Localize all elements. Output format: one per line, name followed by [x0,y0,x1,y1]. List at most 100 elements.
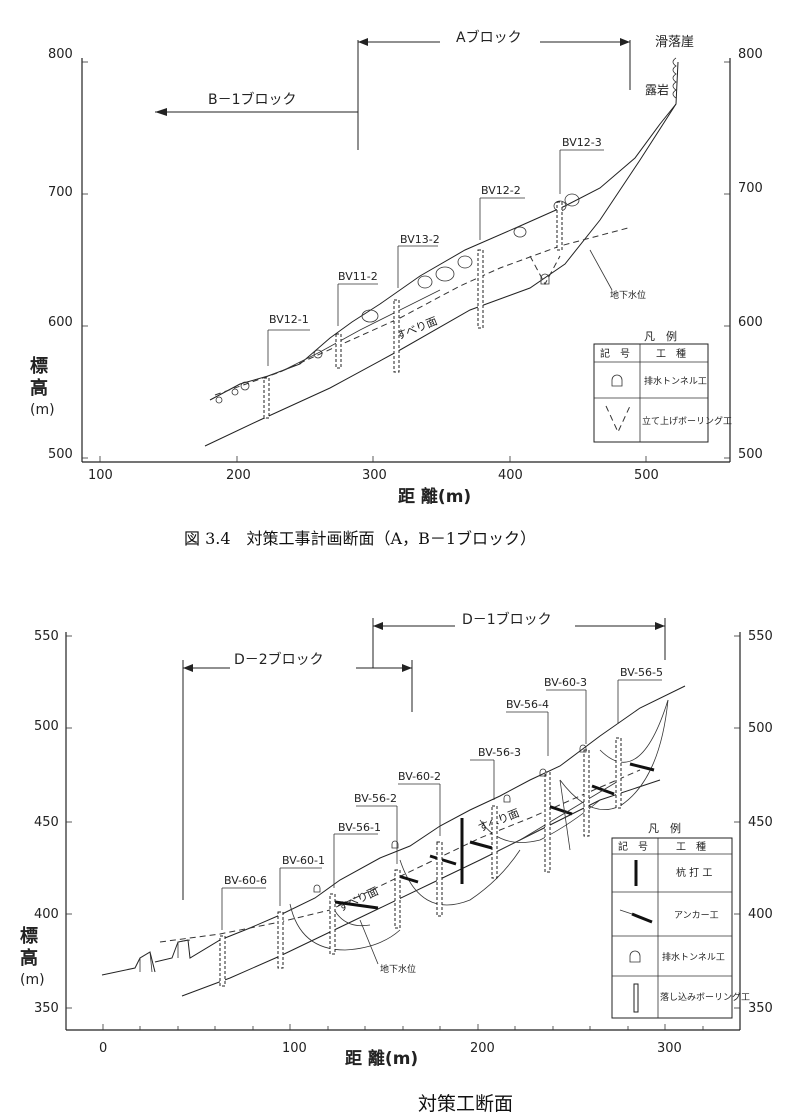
fig1-bh-label-bv12-1: BV12-1 [269,313,309,326]
fig2-ytick-right-450: 450 [748,815,773,830]
fig2-legend-col2: 工 種 [676,840,706,853]
fig2-legend-drain-icon [633,983,639,1013]
fig2-ytick-550: 550 [34,629,59,644]
fig1-borehole-bv13-2: BV13-2 [393,233,440,373]
fig2-borehole-bv-56-2: BV-56-2 [354,792,401,929]
fig2-borehole-bv-60-6: BV-60-6 [219,874,267,987]
fig2-slip-arc-4 [559,699,669,810]
fig2-legend-title: 凡 例 [648,821,681,835]
fig2-legend-row-2: アンカー工 [674,910,719,921]
fig2-ytick-right-550: 550 [748,629,773,644]
fig2-legend: 凡 例 記 号 工 種 杭 打 工 アンカー工 排水トンネル工 落し込みボーリン… [611,821,750,1019]
fig2-bh-label-bv-56-4: BV-56-4 [506,698,549,711]
fig1-ytick-right-600: 600 [738,315,763,330]
fig2-slip-arc-1 [289,903,401,951]
fig2-bh-label-bv-56-1: BV-56-1 [338,821,381,834]
fig1-rock-label: 露岩 [645,82,669,97]
fig1-borehole-bv12-1: BV12-1 [263,313,310,419]
fig2-xtick-200: 200 [470,1041,495,1056]
fig2-legend-row-1: 杭 打 工 [676,866,712,879]
fig1-legend-col1: 記 号 [600,347,630,360]
fig2-bh-label-bv-60-1: BV-60-1 [282,854,325,867]
fig2-borehole-bv-56-5: BV-56-5 [615,666,663,809]
fig1-xtick-100: 100 [88,468,113,483]
fig1-block-b1-label: B－1ブロック [208,91,297,108]
fig1-gw-label: 地下水位 [610,289,646,301]
fig1-legend-title: 凡 例 [644,329,677,343]
fig1-cliff-face [672,57,677,99]
fig2-legend-row-3: 排水トンネル工 [662,951,725,963]
fig2-bh-label-bv-56-2: BV-56-2 [354,792,397,805]
fig2-xlabel: 距 離(m) [345,1048,418,1069]
fig2-x-minor-ticks [102,1024,704,1030]
fig2-xtick-0: 0 [99,1041,107,1056]
fig1-slip-label: すべり面 [394,315,439,343]
fig1-bh-label-bv12-3: BV12-3 [562,136,602,149]
fig2-base-line [181,779,661,997]
fig2-borehole-bv-56-3: BV-56-3 [470,746,521,879]
fig2-xtick-300: 300 [657,1041,682,1056]
fig2-slip-label-1: すべり面 [336,885,381,915]
fig1-boulders [215,193,580,404]
fig1-cliff-label: 滑落崖 [655,35,694,50]
fig2-tunnel-symbols [313,744,587,893]
fig2-gw-label: 地下水位 [380,963,416,975]
figure-2: 550 500 450 400 350 550 500 450 400 350 … [20,610,773,1115]
fig1-xlabel: 距 離(m) [398,486,471,507]
fig2-slip-label-2: すべり面 [476,807,521,835]
fig1-caption: 図 3.4 対策工事計画断面（A，B－1ブロック） [184,529,536,548]
fig2-block-d2-label: D－2ブロック [234,651,324,668]
fig2-bh-label-bv-60-3: BV-60-3 [544,676,587,689]
fig2-legend-anchor-icon [631,912,653,924]
fig2-slip-arc-2 [399,849,521,906]
fig2-ylabel-1: 標 [20,925,38,947]
fig1-legend-tunnel-icon [611,374,623,387]
fig2-terraces [139,939,191,973]
fig1-borehole-bv11-2: BV11-2 [335,270,378,369]
fig1-legend-row-2: 立て上げボーリング工 [642,415,732,427]
fig2-ytick-right-500: 500 [748,721,773,736]
fig1-bh-label-bv13-2: BV13-2 [400,233,440,246]
fig2-bh-label-bv-56-3: BV-56-3 [478,746,521,759]
fig2-borehole-bv-56-4: BV-56-4 [506,698,551,873]
fig2-ground-surface [101,685,686,976]
fig1-ytick-700: 700 [48,185,73,200]
fig1-xtick-400: 400 [498,468,523,483]
fig1-legend: 凡 例 記 号 工 種 排水トンネル工 立て上げボーリング工 [593,329,732,443]
fig2-block-d1-label: D－1ブロック [462,611,552,628]
fig2-caption: 対策工断面 [418,1093,513,1115]
fig2-ylabel-2: 高 [20,947,38,969]
fig2-bh-label-bv-60-6: BV-60-6 [224,874,267,887]
fig1-borehole-bv12-2: BV12-2 [477,184,525,329]
fig1-legend-row-1: 排水トンネル工 [644,375,707,387]
fig2-bh-label-bv-60-2: BV-60-2 [398,770,441,783]
fig1-tunnel-symbol [540,273,550,285]
fig1-ylabel-3: (m) [30,402,55,418]
fig1-xtick-500: 500 [634,468,659,483]
fig2-ytick-right-400: 400 [748,907,773,922]
fig1-xtick-200: 200 [226,468,251,483]
fig1-block-a-label: Aブロック [456,29,522,46]
fig1-ytick-right-500: 500 [738,447,763,462]
fig2-ytick-500: 500 [34,719,59,734]
fig2-ytick-right-350: 350 [748,1001,773,1016]
fig2-legend-row-4: 落し込みボーリング工 [660,991,750,1003]
fig1-ylabel-2: 高 [30,377,48,399]
fig2-ytick-350: 350 [34,1001,59,1016]
fig1-ytick-600: 600 [48,315,73,330]
fig2-ylabel-3: (m) [20,972,45,988]
fig1-legend-col2: 工 種 [656,347,686,360]
fig1-ytick-right-800: 800 [738,47,763,62]
fig2-borehole-bv-56-1: BV-56-1 [329,821,381,955]
fig2-legend-col1: 記 号 [618,840,648,853]
fig2-legend-tunnel-icon [629,950,641,963]
fig1-slip-line [279,289,441,373]
fig1-slip-base [204,103,677,447]
fig1-ylabel-1: 標 [30,355,48,377]
fig1-borehole-bv12-3: BV12-3 [556,136,604,251]
fig2-ytick-450: 450 [34,815,59,830]
fig1-bh-label-bv11-2: BV11-2 [338,270,378,283]
fig2-bh-label-bv-56-5: BV-56-5 [620,666,663,679]
fig1-groundwater-line [214,227,629,396]
fig1-bh-label-bv12-2: BV12-2 [481,184,521,197]
